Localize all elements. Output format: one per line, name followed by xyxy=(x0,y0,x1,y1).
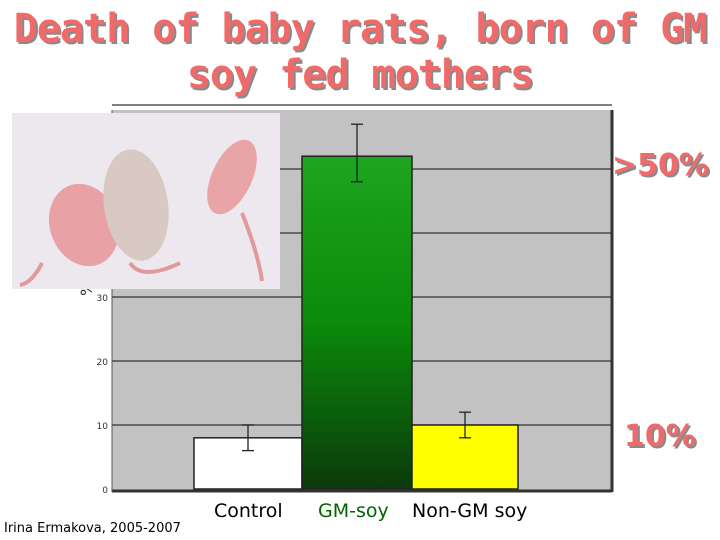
page-title: Death of baby rats, born of GM soy fed m… xyxy=(0,6,720,98)
y-tick-label-30: 30 xyxy=(97,294,109,304)
baby-rats-image xyxy=(12,113,280,289)
category-control: Control xyxy=(214,500,283,522)
callout-above-50: >50% xyxy=(612,148,709,183)
category-non-gm-soy: Non-GM soy xyxy=(412,500,528,522)
category-gm-soy: GM-soy xyxy=(318,500,389,522)
baby-rats-photo xyxy=(12,113,280,289)
y-tick-label-0: 0 xyxy=(102,486,108,496)
credit-text: Irina Ermakova, 2005-2007 xyxy=(4,521,181,536)
y-tick-label-10: 10 xyxy=(97,422,109,432)
bar-gm-soy xyxy=(301,155,413,490)
title-line-1: Death of baby rats, born of GM xyxy=(13,6,707,52)
callout-10-percent: 10% xyxy=(624,419,696,454)
y-tick-label-20: 20 xyxy=(97,358,109,368)
title-line-2: soy fed mothers xyxy=(186,52,534,98)
